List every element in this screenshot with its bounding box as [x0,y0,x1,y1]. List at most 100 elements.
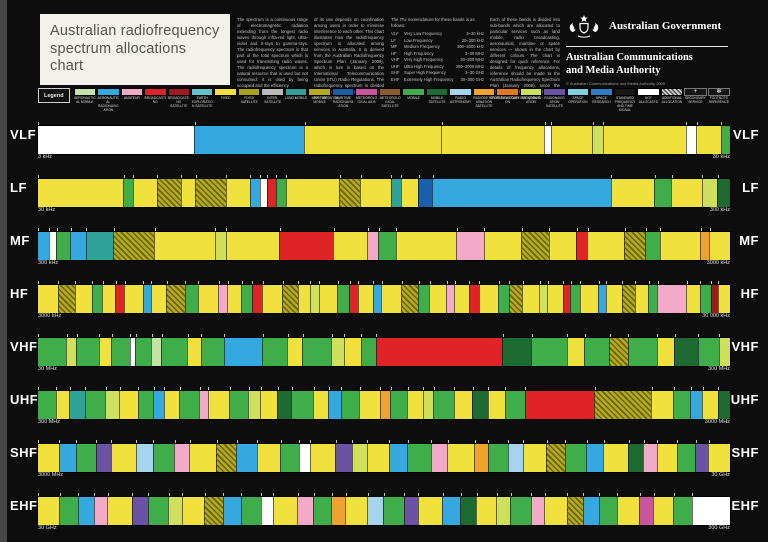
itu-table-row: MF Medium Frequency 300–3000 kHz [391,44,484,51]
radio-astronomy-swatch [449,88,472,96]
itu-band-name: Super High Frequency [404,70,446,76]
allocation-segment [639,493,654,525]
allocation-segment [603,440,629,472]
legend-item: Fixed satellite [237,88,261,113]
allocation-segment [124,281,143,313]
band-strip [37,387,731,420]
allocation-segment [223,334,263,366]
itu-band-range: 30–300 GHz [460,76,484,82]
allocation-segment [510,493,531,525]
allocation-segment [645,228,660,260]
fixed-satellite-swatch [237,88,261,96]
allocation-segment [610,175,655,207]
allocation-segment [598,493,617,525]
allocation-segment [107,493,132,525]
allocation-segment [345,493,368,525]
legend-item: Broadcasting [144,88,167,113]
band-label-right: SHF [731,445,759,460]
allocation-segment [531,334,567,366]
legend-items: Aeronautical mobile Aeronautical radionav… [73,88,731,113]
allocation-segment [522,281,540,313]
allocation-segment [487,440,508,472]
allocation-segment [717,281,731,313]
allocation-segment [339,175,361,207]
allocation-segment [251,281,263,313]
itu-band-abbr: HF [391,50,397,56]
allocation-segment [446,281,455,313]
legend-item-label: Radio astronomy [449,96,472,104]
allocation-segment [70,228,86,260]
allocation-segment [390,387,408,419]
allocation-segment [695,440,709,472]
allocation-segment [298,440,310,472]
allocation-segment [709,228,730,260]
page-title: Australian radiofrequency spectrum alloc… [50,23,220,75]
allocation-segment [216,440,237,472]
legend-item: Fixed [214,88,237,113]
itu-band-abbr: EHF [391,76,400,82]
meteorological-aids-swatch [355,88,378,96]
allocation-segment [84,387,106,419]
band-label-left: UHF [10,392,39,407]
government-branding: Australian Government Australian Communi… [566,12,728,86]
allocation-segment [460,493,477,525]
band-start-frequency: 30 kHz [38,207,56,213]
allocation-segment [372,281,381,313]
fixed-swatch [214,88,237,96]
allocation-segment [378,228,396,260]
allocation-segment [524,387,595,419]
allocation-segment [200,334,224,366]
allocation-segment [390,175,401,207]
allocation-segment [468,281,479,313]
allocation-segment [302,334,332,366]
allocation-segment [605,281,622,313]
allocation-segment [697,334,719,366]
allocation-segment [135,440,153,472]
allocation-segment [180,175,196,207]
allocation-segment [161,334,188,366]
allocation-segment [442,493,461,525]
band-strip [37,175,731,208]
itu-band-name: High Frequency [404,50,434,56]
band-label-left: MF [10,233,30,248]
maritime-radionavigation-swatch [331,88,355,96]
band-label-left: EHF [10,498,38,513]
itu-table-row: VHF Very High Frequency 30–300 MHz [391,57,484,64]
allocation-segment [222,493,241,525]
allocation-segment [236,440,257,472]
legend-item: Meteorological aids [355,88,378,113]
allocation-segment [710,281,718,313]
band-label-left: LF [10,180,27,195]
allocation-segment [37,387,56,419]
allocation-segment [717,387,731,419]
allocation-segment [621,281,635,313]
coat-of-arms-icon [569,15,599,38]
allocation-segment [225,228,280,260]
allocation-segment [95,440,111,472]
allocation-segment [259,175,267,207]
legend-item-label: Radionavigation [520,96,542,104]
allocation-segment [547,281,563,313]
allocation-segment [137,387,154,419]
band-strip [37,122,731,155]
earth-exploration-satellite-swatch [190,88,214,96]
allocation-segment [502,334,532,366]
legend: Legend Aeronautical mobile Aeronautical r… [38,88,731,113]
legend-item: Radionavigation satellite [543,88,566,113]
allocation-segment [586,440,604,472]
allocation-segment [498,281,509,313]
allocation-segment [400,175,419,207]
allocation-segment [422,387,434,419]
allocation-segment [110,440,136,472]
maritime-mobile-swatch [308,88,331,96]
allocation-segment [700,228,710,260]
allocation-segment [656,334,675,366]
allocation-segment [129,334,136,366]
band-label-left: VHF [10,339,38,354]
allocation-segment [37,281,58,313]
legend-item-label: Radionavigation satellite [544,96,565,108]
brand-top-row: Australian Government [566,12,728,42]
band-label-right: UHF [730,392,759,407]
allocation-segment [297,281,310,313]
legend-item: Standard frequency and time signal [613,88,637,113]
